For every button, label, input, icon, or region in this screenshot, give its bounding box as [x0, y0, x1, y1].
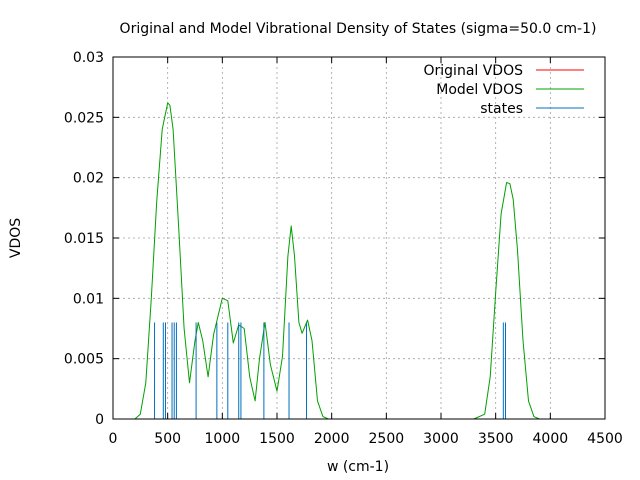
legend-label: Original VDOS: [424, 63, 524, 79]
chart-title: Original and Model Vibrational Density o…: [120, 21, 597, 37]
x-tick-label: 2000: [314, 431, 350, 447]
y-tick-label: 0.025: [64, 110, 104, 126]
y-tick-label: 0.015: [64, 231, 104, 247]
x-tick-label: 1000: [205, 431, 241, 447]
series-line-1: [134, 102, 540, 420]
y-tick-label: 0.01: [73, 291, 104, 307]
y-tick-label: 0.005: [64, 352, 104, 368]
legend-label: states: [480, 101, 523, 117]
x-tick-label: 3000: [423, 431, 459, 447]
x-tick-label: 4000: [533, 431, 569, 447]
x-tick-label: 500: [154, 431, 181, 447]
y-tick-label: 0.02: [73, 171, 104, 187]
legend: Original VDOS Model VDOS states: [424, 63, 584, 117]
x-tick-label: 0: [109, 431, 118, 447]
grid: [113, 57, 605, 419]
x-axis-label: w (cm-1): [327, 459, 389, 475]
legend-label: Model VDOS: [436, 82, 523, 98]
x-tick-label: 2500: [369, 431, 405, 447]
x-tick-label: 1500: [259, 431, 295, 447]
y-tick-label: 0: [95, 412, 104, 428]
x-axis: 0 500 1000 1500 2000 2500 3000 3500 4000 4500: [109, 57, 623, 447]
y-axis-label: VDOS: [8, 218, 24, 258]
plot-area: [134, 102, 540, 420]
x-tick-label: 4500: [587, 431, 623, 447]
y-tick-label: 0.03: [73, 50, 104, 66]
x-tick-label: 3500: [478, 431, 514, 447]
y-axis: 0 0.005 0.01 0.015 0.02 0.025 0.03: [64, 50, 605, 428]
